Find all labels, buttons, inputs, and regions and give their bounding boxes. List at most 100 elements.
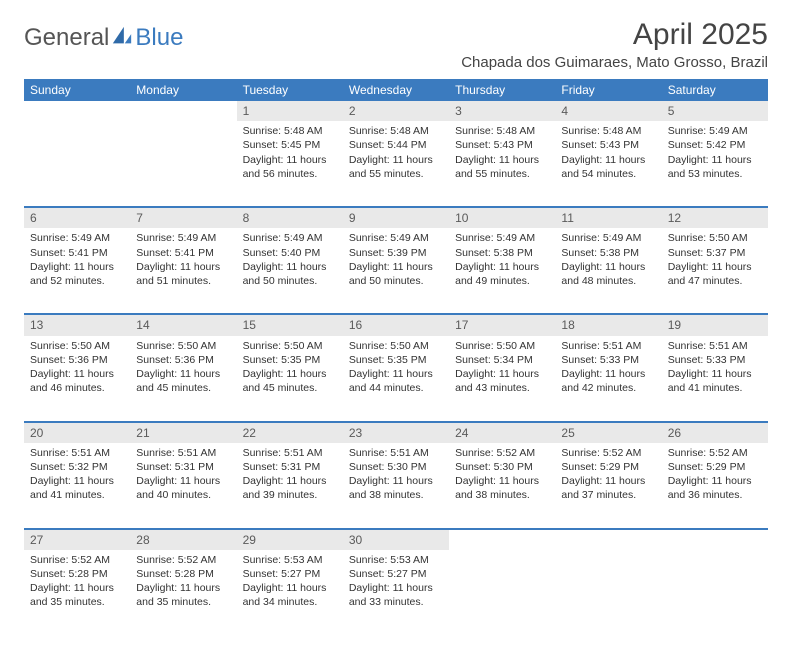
day-info: Sunrise: 5:49 AMSunset: 5:41 PMDaylight:… <box>24 228 130 314</box>
day-number: 19 <box>662 314 768 335</box>
day-header: Thursday <box>449 79 555 101</box>
sunrise: Sunrise: 5:50 AM <box>136 339 230 353</box>
day-number-row: 20212223242526 <box>24 422 768 443</box>
sunrise: Sunrise: 5:49 AM <box>668 124 762 138</box>
day-info: Sunrise: 5:49 AMSunset: 5:40 PMDaylight:… <box>237 228 343 314</box>
logo-sail-icon <box>111 25 133 47</box>
sunrise: Sunrise: 5:50 AM <box>349 339 443 353</box>
day-number: 16 <box>343 314 449 335</box>
sunset: Sunset: 5:31 PM <box>243 460 337 474</box>
sunrise: Sunrise: 5:48 AM <box>455 124 549 138</box>
day-number: 24 <box>449 422 555 443</box>
day-info: Sunrise: 5:51 AMSunset: 5:30 PMDaylight:… <box>343 443 449 529</box>
day-header: Saturday <box>662 79 768 101</box>
daylight: Daylight: 11 hours and 38 minutes. <box>455 474 549 502</box>
day-number: 4 <box>555 101 661 121</box>
empty-cell <box>555 550 661 636</box>
sunrise: Sunrise: 5:52 AM <box>561 446 655 460</box>
daylight: Daylight: 11 hours and 40 minutes. <box>136 474 230 502</box>
day-number: 5 <box>662 101 768 121</box>
day-info: Sunrise: 5:50 AMSunset: 5:35 PMDaylight:… <box>237 336 343 422</box>
day-number: 13 <box>24 314 130 335</box>
sunset: Sunset: 5:39 PM <box>349 246 443 260</box>
day-number: 6 <box>24 207 130 228</box>
daylight: Daylight: 11 hours and 56 minutes. <box>243 153 337 181</box>
sunrise: Sunrise: 5:49 AM <box>349 231 443 245</box>
empty-cell <box>662 529 768 550</box>
daylight: Daylight: 11 hours and 35 minutes. <box>30 581 124 609</box>
day-number: 26 <box>662 422 768 443</box>
sunrise: Sunrise: 5:49 AM <box>243 231 337 245</box>
daylight: Daylight: 11 hours and 36 minutes. <box>668 474 762 502</box>
daylight: Daylight: 11 hours and 55 minutes. <box>349 153 443 181</box>
empty-cell <box>24 121 130 207</box>
day-header: Monday <box>130 79 236 101</box>
daylight: Daylight: 11 hours and 33 minutes. <box>349 581 443 609</box>
empty-cell <box>130 101 236 121</box>
sunrise: Sunrise: 5:48 AM <box>243 124 337 138</box>
sunrise: Sunrise: 5:52 AM <box>455 446 549 460</box>
sunrise: Sunrise: 5:48 AM <box>561 124 655 138</box>
day-info: Sunrise: 5:51 AMSunset: 5:32 PMDaylight:… <box>24 443 130 529</box>
sunset: Sunset: 5:42 PM <box>668 138 762 152</box>
sunset: Sunset: 5:33 PM <box>668 353 762 367</box>
day-info: Sunrise: 5:48 AMSunset: 5:43 PMDaylight:… <box>555 121 661 207</box>
empty-cell <box>449 550 555 636</box>
sunset: Sunset: 5:27 PM <box>349 567 443 581</box>
day-info: Sunrise: 5:51 AMSunset: 5:33 PMDaylight:… <box>555 336 661 422</box>
day-info-row: Sunrise: 5:48 AMSunset: 5:45 PMDaylight:… <box>24 121 768 207</box>
sunrise: Sunrise: 5:53 AM <box>349 553 443 567</box>
day-number: 22 <box>237 422 343 443</box>
sunset: Sunset: 5:35 PM <box>243 353 337 367</box>
day-number: 8 <box>237 207 343 228</box>
day-number: 18 <box>555 314 661 335</box>
daylight: Daylight: 11 hours and 52 minutes. <box>30 260 124 288</box>
day-info: Sunrise: 5:49 AMSunset: 5:41 PMDaylight:… <box>130 228 236 314</box>
day-header: Wednesday <box>343 79 449 101</box>
sunset: Sunset: 5:43 PM <box>455 138 549 152</box>
day-number: 10 <box>449 207 555 228</box>
day-info: Sunrise: 5:52 AMSunset: 5:29 PMDaylight:… <box>662 443 768 529</box>
sunset: Sunset: 5:30 PM <box>455 460 549 474</box>
daylight: Daylight: 11 hours and 39 minutes. <box>243 474 337 502</box>
sunset: Sunset: 5:36 PM <box>136 353 230 367</box>
day-number-row: 13141516171819 <box>24 314 768 335</box>
day-number: 30 <box>343 529 449 550</box>
day-info: Sunrise: 5:49 AMSunset: 5:39 PMDaylight:… <box>343 228 449 314</box>
daylight: Daylight: 11 hours and 44 minutes. <box>349 367 443 395</box>
day-info: Sunrise: 5:50 AMSunset: 5:37 PMDaylight:… <box>662 228 768 314</box>
empty-cell <box>130 121 236 207</box>
sunset: Sunset: 5:31 PM <box>136 460 230 474</box>
day-header-row: Sunday Monday Tuesday Wednesday Thursday… <box>24 79 768 101</box>
day-number-row: 27282930 <box>24 529 768 550</box>
day-number: 7 <box>130 207 236 228</box>
daylight: Daylight: 11 hours and 38 minutes. <box>349 474 443 502</box>
day-number: 9 <box>343 207 449 228</box>
sunset: Sunset: 5:32 PM <box>30 460 124 474</box>
daylight: Daylight: 11 hours and 45 minutes. <box>136 367 230 395</box>
day-number: 21 <box>130 422 236 443</box>
title-block: April 2025 Chapada dos Guimaraes, Mato G… <box>461 18 768 71</box>
sunset: Sunset: 5:40 PM <box>243 246 337 260</box>
daylight: Daylight: 11 hours and 48 minutes. <box>561 260 655 288</box>
sunrise: Sunrise: 5:52 AM <box>136 553 230 567</box>
daylight: Daylight: 11 hours and 50 minutes. <box>349 260 443 288</box>
day-info: Sunrise: 5:49 AMSunset: 5:38 PMDaylight:… <box>449 228 555 314</box>
day-info: Sunrise: 5:52 AMSunset: 5:29 PMDaylight:… <box>555 443 661 529</box>
logo-text-1: General <box>24 24 109 52</box>
sunrise: Sunrise: 5:49 AM <box>455 231 549 245</box>
day-number: 28 <box>130 529 236 550</box>
day-info-row: Sunrise: 5:51 AMSunset: 5:32 PMDaylight:… <box>24 443 768 529</box>
day-number: 27 <box>24 529 130 550</box>
empty-cell <box>662 550 768 636</box>
daylight: Daylight: 11 hours and 47 minutes. <box>668 260 762 288</box>
daylight: Daylight: 11 hours and 49 minutes. <box>455 260 549 288</box>
day-number: 14 <box>130 314 236 335</box>
daylight: Daylight: 11 hours and 43 minutes. <box>455 367 549 395</box>
day-info: Sunrise: 5:50 AMSunset: 5:35 PMDaylight:… <box>343 336 449 422</box>
sunrise: Sunrise: 5:51 AM <box>243 446 337 460</box>
day-number: 25 <box>555 422 661 443</box>
day-number-row: 6789101112 <box>24 207 768 228</box>
sunrise: Sunrise: 5:51 AM <box>30 446 124 460</box>
sunset: Sunset: 5:38 PM <box>455 246 549 260</box>
